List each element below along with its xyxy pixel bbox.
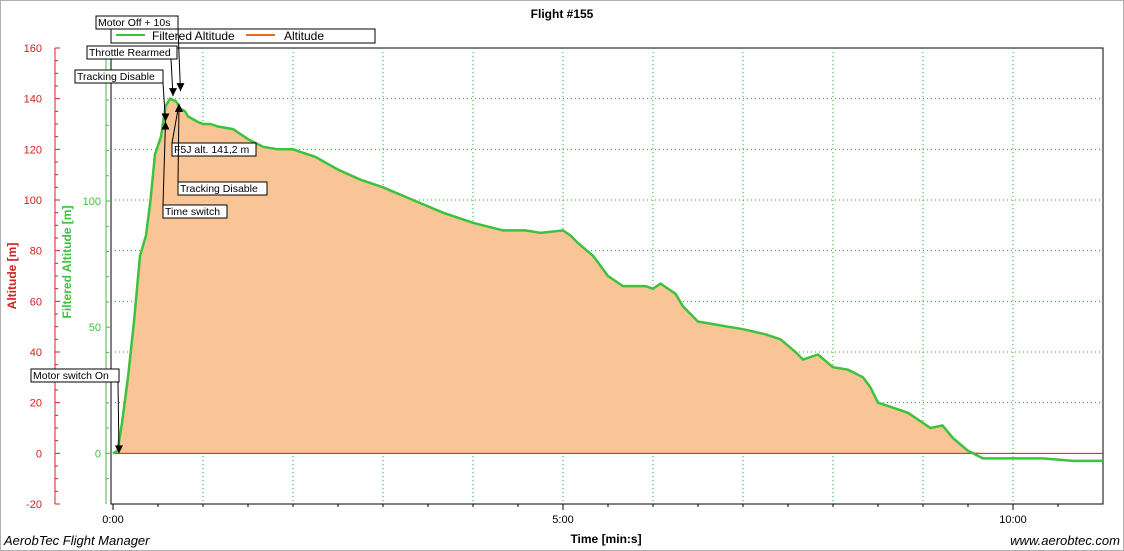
annotation-label: Motor Off + 10s xyxy=(98,17,170,29)
annotation: Motor Off + 10s xyxy=(95,15,185,92)
annotation-label: Tracking Disable xyxy=(77,71,155,83)
annotation-label: Time switch xyxy=(165,206,220,218)
event-annotations: Motor switch On Tracking Disable Throttle … xyxy=(30,15,268,454)
time-axis-ticks: 0:00 5:00 10:00 xyxy=(102,504,1059,526)
annotation-label: Motor switch On xyxy=(33,370,109,382)
altitude-tick-label: 140 xyxy=(24,94,42,106)
annotation: Throttle Rearmed xyxy=(86,45,178,97)
time-axis-label: Time [min:s] xyxy=(570,532,641,546)
legend-label-altitude: Altitude xyxy=(284,29,324,43)
annotation-box xyxy=(95,15,179,30)
annotation-label: F5J alt. 141,2 m xyxy=(174,144,250,156)
legend-label-filtered: Filtered Altitude xyxy=(152,29,235,43)
time-tick-label: 10:00 xyxy=(999,514,1027,526)
annotation-box xyxy=(74,69,164,84)
time-tick-label: 5:00 xyxy=(552,514,573,526)
annotation-box xyxy=(162,204,228,219)
altitude-tick-label: 100 xyxy=(24,195,42,207)
annotation-arrow xyxy=(169,88,177,97)
annotation-box xyxy=(177,181,268,196)
annotation-box xyxy=(30,368,120,383)
altitude-tick-label: 20 xyxy=(30,398,42,410)
annotation-label: Throttle Rearmed xyxy=(89,47,171,59)
annotation-box xyxy=(171,142,257,157)
legend: Filtered Altitude Altitude xyxy=(110,28,376,44)
altitude-tick-label: -20 xyxy=(26,499,42,511)
altitude-axis-label: Altitude [m] xyxy=(5,243,19,310)
plot-frame xyxy=(110,47,1104,505)
annotation-arrow xyxy=(161,113,170,122)
annotation-leader xyxy=(177,103,180,183)
website-link[interactable]: www.aerobtec.com xyxy=(1010,533,1120,548)
annotation-arrow xyxy=(115,445,123,454)
filtered-tick-label: 0 xyxy=(95,448,101,460)
annotation-arrow xyxy=(175,103,183,112)
annotation-leader xyxy=(177,28,181,92)
annotation-arrow xyxy=(161,121,170,130)
annotation-box xyxy=(86,45,178,60)
filtered-tick-label: 50 xyxy=(89,322,101,334)
annotation: F5J alt. 141,2 m xyxy=(171,103,257,157)
altitude-tick-label: 40 xyxy=(30,347,42,359)
chart-title: Flight #155 xyxy=(531,7,594,21)
annotation: Tracking Disable xyxy=(175,103,268,196)
annotation-label: Tracking Disable xyxy=(180,183,258,195)
annotation-arrow xyxy=(176,83,185,92)
annotation: Motor switch On xyxy=(30,368,123,454)
altitude-tick-label: 120 xyxy=(24,144,42,156)
altitude-axis-ticks: -20 0 20 40 60 80 100 120 140 160 xyxy=(24,43,60,511)
legend-box xyxy=(110,28,376,44)
filtered-axis-ticks: 0 50 100 xyxy=(83,49,111,480)
app-name: AerobTec Flight Manager xyxy=(4,533,150,548)
annotation-leader xyxy=(117,381,120,454)
altitude-tick-label: 60 xyxy=(30,296,42,308)
altitude-tick-label: 160 xyxy=(24,43,42,55)
annotation: Time switch xyxy=(161,121,228,219)
time-tick-label: 0:00 xyxy=(102,514,123,526)
filtered-tick-label: 100 xyxy=(83,196,101,208)
annotation: Tracking Disable xyxy=(74,69,170,122)
filtered-axis-label: Filtered Altitude [m] xyxy=(60,206,74,319)
altitude-tick-label: 0 xyxy=(36,448,42,460)
annotation-leader xyxy=(162,121,166,206)
altitude-tick-label: 80 xyxy=(30,246,42,258)
